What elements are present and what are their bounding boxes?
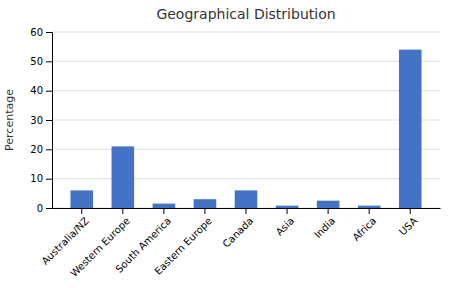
title: Geographical Distribution xyxy=(156,6,335,22)
y-tick-label: 0 xyxy=(37,203,43,214)
bar xyxy=(358,206,381,208)
grid-line xyxy=(52,149,440,150)
grid-line xyxy=(52,178,440,179)
y-tick-mark xyxy=(46,61,52,62)
x-tick-label: Eastern Europe xyxy=(152,215,214,277)
grid-line xyxy=(52,61,440,62)
x-tick: USA xyxy=(397,208,420,237)
y-tick-label: 30 xyxy=(30,115,43,126)
y-tick-mark xyxy=(46,120,52,121)
bar xyxy=(399,50,422,208)
y-tick-mark xyxy=(46,91,52,92)
x-tick: Eastern Europe xyxy=(152,208,214,277)
y-tick-label: 60 xyxy=(30,27,43,38)
bars xyxy=(70,50,421,208)
y-axis: 0 10 20 30 40 50 60 xyxy=(30,27,52,214)
grid-line xyxy=(52,90,440,91)
grid-line xyxy=(52,120,440,121)
x-axis: Australia/NZWestern EuropeSouth AmericaE… xyxy=(39,208,440,279)
y-tick-mark xyxy=(46,179,52,180)
x-tick: India xyxy=(312,208,337,240)
bar xyxy=(70,190,93,208)
y-tick-mark xyxy=(46,208,52,209)
bar xyxy=(235,190,258,208)
x-tick-label: India xyxy=(312,215,337,240)
x-tick-mark xyxy=(122,208,123,214)
x-tick-mark xyxy=(204,208,205,214)
x-tick-mark xyxy=(287,208,288,214)
y-tick-label: 10 xyxy=(30,173,43,184)
bar xyxy=(194,199,217,208)
y-tick-label: 50 xyxy=(30,56,43,67)
x-tick-mark xyxy=(246,208,247,214)
y-tick-mark xyxy=(46,149,52,150)
plot: 0 10 20 30 40 50 60 Australia/NZWestern EuropeS… xyxy=(30,27,440,279)
bar xyxy=(317,201,340,208)
grid-line xyxy=(52,32,440,33)
y-tick-label: 40 xyxy=(30,85,43,96)
bar xyxy=(153,204,176,208)
y-tick-label: 20 xyxy=(30,144,43,155)
x-tick-mark xyxy=(410,208,411,214)
y-tick-mark xyxy=(46,32,52,33)
y-axis-line xyxy=(46,33,53,209)
x-tick: Asia xyxy=(274,208,297,238)
chart: 0 10 20 30 40 50 60 Australia/NZWestern EuropeS… xyxy=(0,0,455,288)
y-tick: 10 xyxy=(30,173,52,184)
y-tick: 40 xyxy=(30,85,52,96)
y-axis-title: Percentage xyxy=(3,89,16,151)
x-tick: Canada xyxy=(220,208,255,250)
y-tick: 60 xyxy=(30,27,52,38)
x-tick-mark xyxy=(81,208,82,214)
x-tick-mark xyxy=(369,208,370,214)
y-tick: 0 xyxy=(37,203,52,214)
x-tick-label: USA xyxy=(397,215,420,238)
x-tick-mark xyxy=(328,208,329,214)
x-tick-label: Asia xyxy=(274,215,297,238)
bar xyxy=(112,146,135,208)
x-tick-label: Africa xyxy=(350,215,378,243)
grid xyxy=(52,32,440,208)
y-tick: 30 xyxy=(30,115,52,126)
x-tick-mark xyxy=(163,208,164,214)
x-tick-label: Canada xyxy=(220,215,255,250)
x-tick: Africa xyxy=(350,208,378,243)
bar xyxy=(276,206,299,208)
y-tick: 50 xyxy=(30,56,52,67)
y-tick: 20 xyxy=(30,144,52,155)
